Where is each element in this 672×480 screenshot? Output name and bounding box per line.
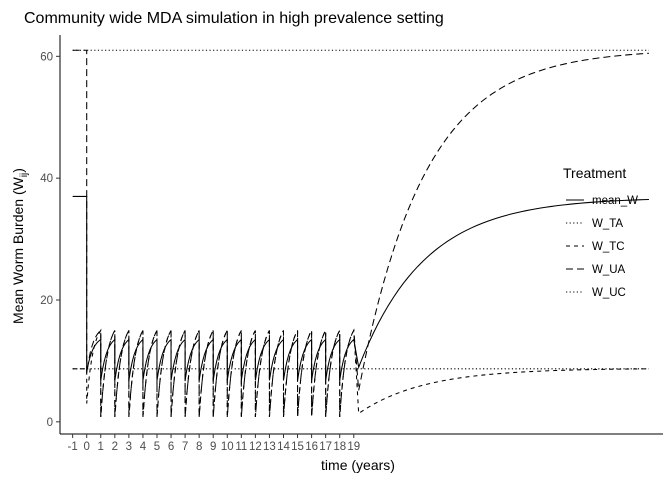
series-line-w-ua bbox=[72, 49, 649, 417]
y-tick-label: 40 bbox=[40, 173, 53, 185]
x-tick-label: 1 bbox=[98, 441, 104, 453]
legend-label: W_UC bbox=[592, 287, 626, 299]
y-tick-label: 60 bbox=[40, 51, 53, 63]
x-tick-label: 9 bbox=[210, 441, 216, 453]
x-tick-label: 13 bbox=[263, 441, 276, 453]
x-tick-label: 14 bbox=[277, 441, 290, 453]
y-tick-label: 20 bbox=[40, 295, 53, 307]
x-tick-label: 12 bbox=[249, 441, 262, 453]
x-tick-label: 16 bbox=[305, 441, 318, 453]
series-line-w-tc bbox=[72, 328, 649, 417]
x-tick-label: 10 bbox=[221, 441, 234, 453]
legend-label: mean_W bbox=[592, 195, 638, 207]
legend-label: W_TC bbox=[592, 241, 625, 253]
x-tick-label: 19 bbox=[347, 441, 360, 453]
x-axis-ticks: -1 0 1 2 3 4 5 6 7 8 9 10 11 12 13 14 15 16 17 18 19 bbox=[68, 434, 360, 453]
x-tick-label: 5 bbox=[154, 441, 160, 453]
x-tick-label: 3 bbox=[126, 441, 132, 453]
legend-title: Treatment bbox=[563, 165, 626, 181]
x-axis-title: time (years) bbox=[321, 457, 395, 473]
x-tick-label: 8 bbox=[196, 441, 202, 453]
series-group bbox=[72, 49, 649, 417]
x-tick-label: 7 bbox=[182, 441, 188, 453]
legend-entries: mean_W W_TA W_TC W_UA W_UC bbox=[566, 195, 638, 299]
x-tick-label: 6 bbox=[168, 441, 174, 453]
x-tick-label: 0 bbox=[84, 441, 90, 453]
x-tick-label: -1 bbox=[68, 441, 78, 453]
chart-title: Community wide MDA simulation in high pr… bbox=[24, 10, 444, 27]
plot-area bbox=[72, 49, 649, 417]
y-axis-title-close: ) bbox=[10, 168, 26, 173]
y-axis-ticks: 0 20 40 60 bbox=[40, 51, 60, 429]
x-tick-label: 18 bbox=[333, 441, 346, 453]
x-tick-label: 17 bbox=[319, 441, 332, 453]
series-line-mean-w bbox=[72, 195, 649, 381]
legend-label: W_UA bbox=[592, 264, 626, 276]
x-tick-label: 4 bbox=[140, 441, 147, 453]
legend-label: W_TA bbox=[592, 218, 623, 230]
x-tick-label: 11 bbox=[235, 441, 247, 453]
y-tick-label: 0 bbox=[47, 417, 53, 429]
y-axis-title: Mean Worm Burden (Wij) bbox=[10, 168, 30, 324]
x-tick-label: 2 bbox=[112, 441, 118, 453]
y-axis-title-main: Mean Worm Burden (W bbox=[10, 176, 26, 324]
x-tick-label: 15 bbox=[291, 441, 304, 453]
legend: Treatment mean_W W_TA W_TC W_UA W_UC bbox=[563, 165, 638, 299]
y-axis-title-subscript: ij bbox=[19, 173, 30, 177]
